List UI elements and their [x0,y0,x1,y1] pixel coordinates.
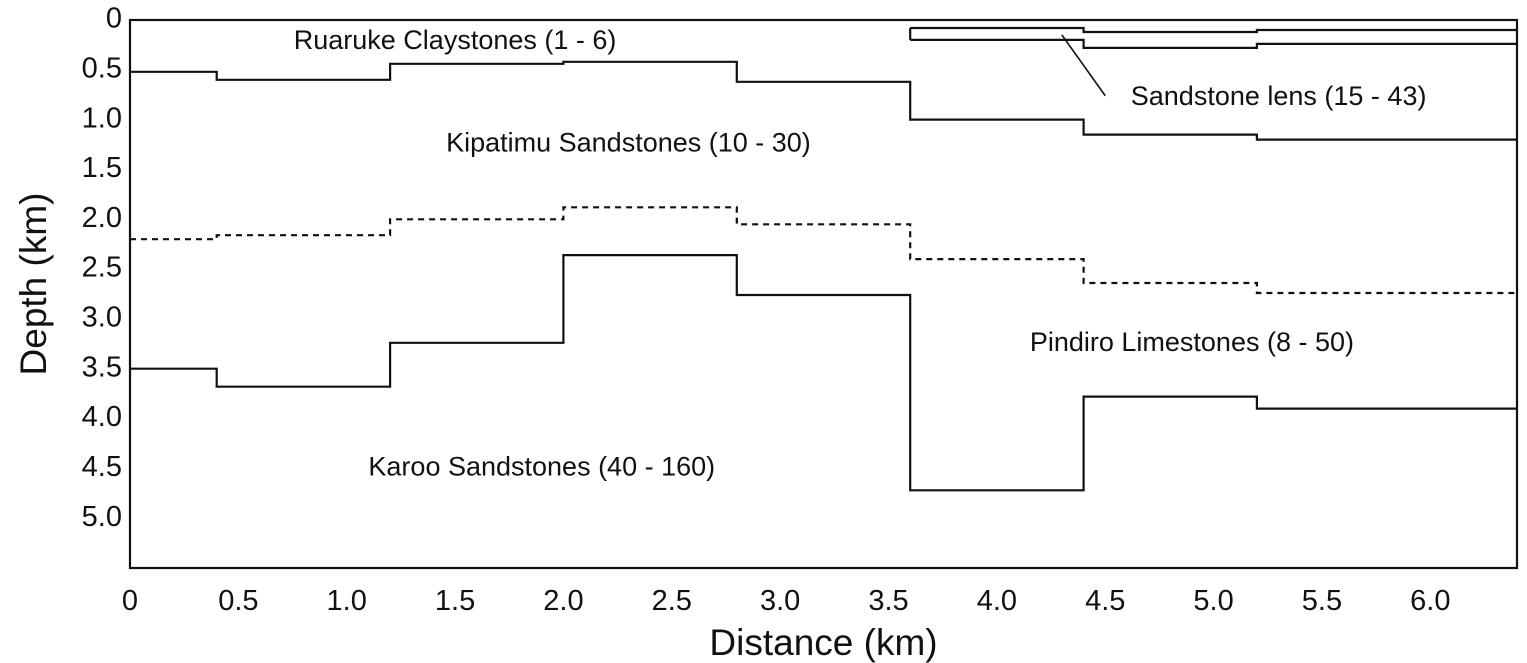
x-tick-label: 4.5 [1085,585,1125,617]
kipatimu-pindiro-boundary [130,206,1517,295]
y-axis-ticks: 0 0.5 1.0 1.5 2.0 2.5 3.0 3.5 4.0 4.5 5.0 [82,3,122,533]
karoo-top-boundary [130,254,1517,492]
y-tick-label: 2.5 [82,252,122,284]
x-tick-label: 5.5 [1302,585,1342,617]
x-tick-label: 2.0 [543,585,583,617]
y-tick-label: 4.5 [82,451,122,483]
x-tick-label: 1.0 [327,585,367,617]
x-tick-label: 2.5 [652,585,692,617]
x-tick-label: 0.5 [218,585,258,617]
y-tick-label: 0 [106,3,122,35]
x-tick-label: 1.5 [435,585,475,617]
x-tick-label: 5.0 [1193,585,1233,617]
unit-label: Ruaruke Claystones (1 - 6) [294,25,617,55]
y-tick-label: 5.0 [82,501,122,533]
unit-label: Pindiro Limestones (8 - 50) [1030,327,1354,357]
x-tick-label: 4.0 [977,585,1017,617]
y-tick-label: 4.0 [82,401,122,433]
y-tick-label: 3.0 [82,302,122,334]
x-axis-ticks: 0 0.5 1.0 1.5 2.0 2.5 3.0 3.5 4.0 4.5 5.0 5.5 6.0 [122,585,1451,617]
x-tick-label: 0 [122,585,138,617]
y-tick-label: 1.0 [82,102,122,134]
x-tick-label: 3.5 [868,585,908,617]
sandstone-lens-leader-line [1061,34,1106,97]
y-axis-title: Depth (km) [13,193,54,376]
boundaries-layer [130,26,1517,492]
y-tick-label: 3.5 [82,351,122,383]
plot-frame [128,18,1519,570]
ruaruke-base-boundary [130,60,1517,141]
sandstone-lens-base-boundary [910,38,1517,50]
unit-label: Kipatimu Sandstones (10 - 30) [446,128,811,158]
x-tick-label: 6.0 [1410,585,1450,617]
y-tick-label: 1.5 [82,152,122,184]
sandstone-lens-top-boundary [910,26,1517,34]
unit-label: Sandstone lens (15 - 43) [1131,81,1427,111]
unit-labels-layer: Ruaruke Claystones (1 - 6) Kipatimu Sands… [294,25,1427,481]
unit-label: Karoo Sandstones (40 - 160) [368,451,715,481]
x-tick-label: 3.0 [760,585,800,617]
y-tick-label: 0.5 [82,52,122,84]
y-tick-label: 2.0 [82,202,122,234]
x-axis-title: Distance (km) [709,622,937,663]
